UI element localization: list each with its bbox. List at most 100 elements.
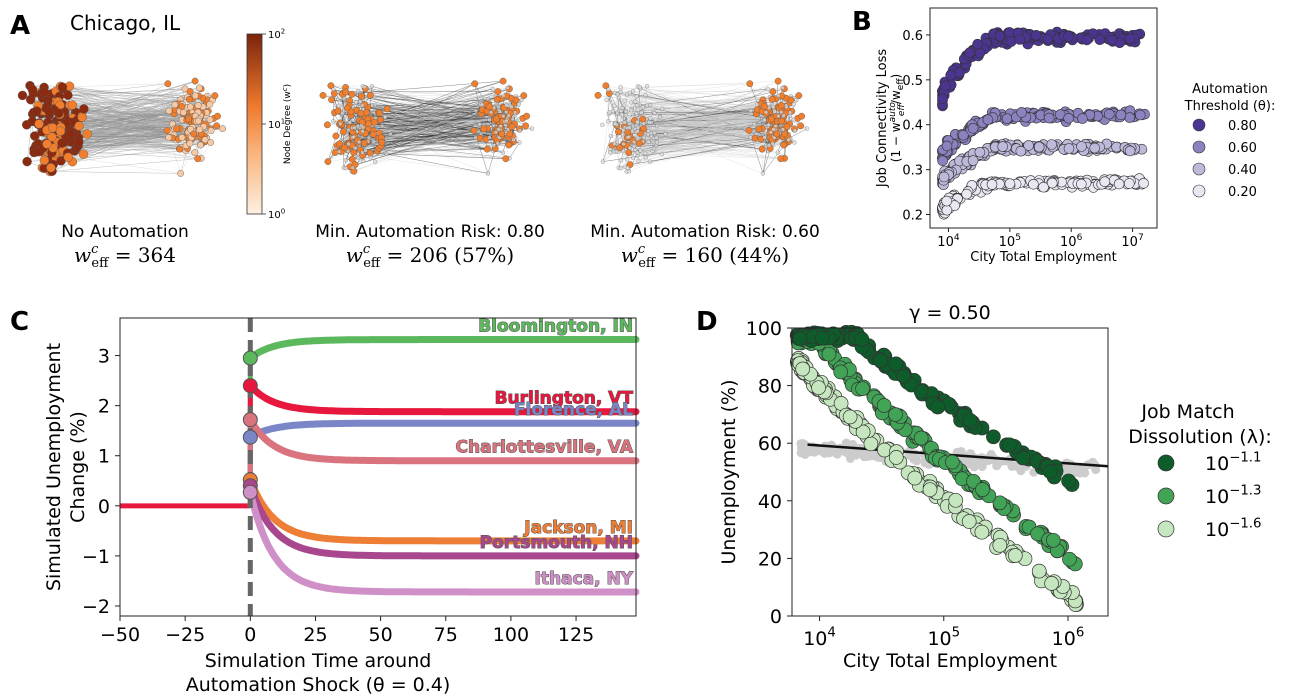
network-node [804,126,810,131]
network-node [371,119,378,126]
network-node [207,139,215,146]
network-node [618,158,624,163]
network-node [635,150,640,155]
network-edge [633,90,769,110]
network-node [78,149,89,159]
network-edge [761,148,764,174]
shock-point [242,412,258,428]
network-plot-2 [319,77,535,176]
scatter-point [937,155,949,167]
network-node [350,149,358,157]
y-tick-label: 40 [758,491,782,513]
network-node [480,125,488,133]
network-node [780,141,788,149]
network-node [366,91,374,99]
network-node [504,103,509,108]
series-line [246,482,640,560]
network-node [190,130,198,138]
network-node [784,104,789,110]
network-node [643,150,648,156]
network-node [65,129,76,139]
network-node [191,149,199,157]
x-tick-label: 106 [1060,233,1083,250]
legend-marker [1157,487,1175,505]
scatter-point [1030,29,1042,41]
scatter-point [948,492,964,508]
scatter-point [877,442,892,458]
network-node [653,143,659,149]
network-node [516,117,521,122]
network-node [383,105,391,113]
scatter-point [863,436,879,452]
network-node [608,133,614,139]
network-node [213,122,221,130]
network-node [334,107,342,115]
network-nodes [319,77,535,176]
network-node [770,141,775,146]
network-node [178,103,186,110]
scatter-point [962,412,978,428]
scatter-point [1038,181,1049,193]
network-node [366,135,372,141]
network-node [195,84,203,92]
network-node [165,134,173,141]
scatter-point [1062,551,1077,567]
network-node [765,86,770,92]
y-tick-label: 0.2 [902,209,923,224]
network-edge [614,92,663,110]
network-node [345,148,351,154]
network-node [499,77,507,85]
network-node [348,155,356,163]
network-node [477,121,482,127]
legend-title: Dissolution (λ): [1128,426,1272,448]
network-node [44,107,54,117]
network-node [634,94,639,99]
network-node [631,139,637,145]
network-node [197,141,204,149]
scatter-point [1002,437,1017,453]
scatter-point [1094,34,1106,46]
y-tick-label: 2 [98,396,110,418]
network-node [775,150,781,155]
x-tick-label: 25 [303,624,327,646]
network-node [39,155,50,166]
chart-title: γ = 0.50 [909,302,991,324]
scatter-point [1124,33,1136,45]
y-tick-label: 60 [758,433,782,455]
network-node [600,122,605,128]
network-node [352,145,358,151]
network-node [594,92,602,99]
y-tick-label: 3 [98,346,110,368]
legend-marker [1157,520,1175,538]
network-node [635,119,640,125]
gray-point [1010,461,1020,471]
y-tick-label: −1 [82,546,110,568]
shock-point [242,350,258,366]
network-node [633,99,638,104]
network-node [773,130,781,138]
network-node [621,141,626,147]
network-edge [59,98,193,106]
scatter-point [795,361,811,377]
network-node [653,117,658,122]
network-node [646,139,651,145]
network-node [353,100,359,105]
series-line [246,476,640,545]
scatter-point [833,364,849,380]
network-node [611,149,617,154]
y-axis-label: Unemployment (%) [718,380,740,565]
series-label: Bloomington, IN [478,317,633,337]
network-node [791,102,796,107]
scatter-point [961,188,973,200]
network-edge [362,155,489,174]
network-node [473,135,478,140]
scatter-point [842,409,858,425]
scatter-point [855,424,871,440]
scatter-point [1135,109,1146,121]
network-node [185,96,193,103]
network-node [488,110,494,115]
y-axis-label: Simulated Unemployment [43,343,65,591]
network-edge [56,90,189,119]
network-node [761,103,768,110]
network-edge [180,133,202,174]
